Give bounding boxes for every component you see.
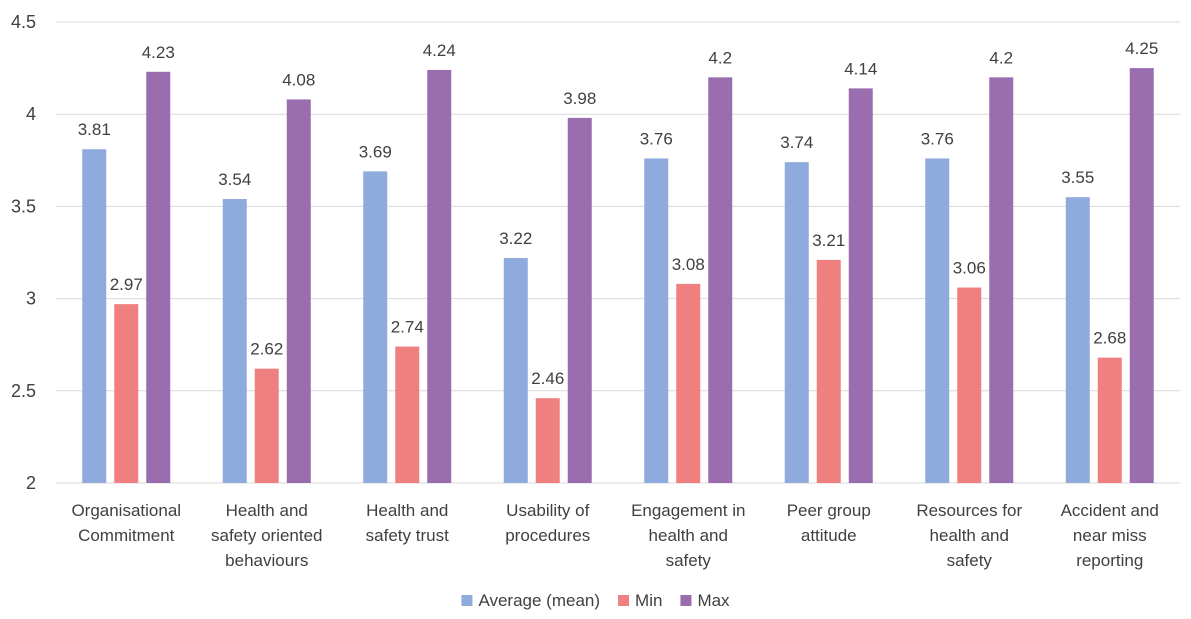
bars — [82, 68, 1154, 484]
x-tick-label: Usability of — [506, 501, 589, 520]
data-label: 2.46 — [531, 369, 564, 388]
data-label: 4.2 — [708, 48, 732, 67]
legend-label: Average (mean) — [478, 591, 600, 610]
x-tick-label: Accident and — [1061, 501, 1159, 520]
data-label: 3.98 — [563, 89, 596, 108]
bar — [816, 259, 841, 483]
data-label: 3.22 — [499, 229, 532, 248]
data-label: 3.74 — [780, 133, 813, 152]
bar — [286, 99, 311, 483]
x-tick-label: attitude — [801, 526, 857, 545]
bar — [1097, 357, 1122, 483]
x-axis: Organisational Commitment Health and safety… — [71, 501, 1158, 570]
x-tick-label: safety — [666, 551, 712, 570]
x-tick-label: behaviours — [225, 551, 308, 570]
data-label: 3.21 — [812, 231, 845, 250]
data-label: 3.55 — [1061, 168, 1094, 187]
bar — [784, 162, 809, 484]
y-tick-label: 4.5 — [11, 12, 36, 32]
data-label: 3.76 — [921, 129, 954, 148]
x-tick-label: safety — [947, 551, 993, 570]
data-label: 4.2 — [989, 48, 1013, 67]
x-tick-label: Resources for — [916, 501, 1022, 520]
x-tick-label: procedures — [505, 526, 590, 545]
bar — [567, 117, 592, 483]
x-tick-label: safety oriented — [211, 526, 323, 545]
y-tick-label: 3.5 — [11, 196, 36, 216]
y-axis: 2 2.5 3 3.5 4 4.5 — [11, 12, 36, 493]
bar — [254, 368, 279, 483]
data-label: 4.25 — [1125, 39, 1158, 58]
bar — [427, 69, 452, 483]
bar — [363, 171, 388, 483]
bar — [708, 77, 733, 483]
data-label: 3.81 — [78, 120, 111, 139]
x-tick-label: health and — [930, 526, 1009, 545]
data-label: 2.62 — [250, 340, 283, 359]
legend-label: Max — [697, 591, 730, 610]
bar — [1129, 68, 1154, 483]
legend: Average (mean) Min Max — [461, 591, 730, 610]
data-label: 3.06 — [953, 259, 986, 278]
bar — [925, 158, 950, 483]
bar — [957, 287, 982, 483]
x-tick-label: reporting — [1076, 551, 1143, 570]
bar — [676, 283, 701, 483]
y-tick-label: 2 — [26, 473, 36, 493]
legend-item: Min — [618, 591, 662, 610]
data-label: 4.14 — [844, 59, 877, 78]
x-tick-label: health and — [649, 526, 728, 545]
legend-label: Min — [635, 591, 662, 610]
bar — [222, 199, 247, 484]
bar — [146, 71, 171, 484]
data-label: 4.23 — [142, 43, 175, 62]
legend-item: Max — [680, 591, 730, 610]
bar — [535, 398, 560, 483]
legend-swatch — [461, 595, 473, 606]
x-tick-label: Health and — [226, 501, 308, 520]
y-tick-label: 3 — [26, 289, 36, 309]
bar — [989, 77, 1014, 483]
bar — [114, 304, 139, 483]
data-label: 4.24 — [423, 41, 456, 60]
x-tick-label: Peer group — [787, 501, 871, 520]
bar — [82, 149, 107, 483]
data-label: 3.76 — [640, 129, 673, 148]
x-tick-label: Organisational — [71, 501, 181, 520]
data-label: 3.54 — [218, 170, 251, 189]
bar — [1065, 197, 1090, 483]
y-tick-label: 2.5 — [11, 381, 36, 401]
legend-item: Average (mean) — [461, 591, 600, 610]
bar — [395, 346, 420, 483]
bar — [848, 88, 873, 483]
data-label: 2.68 — [1093, 329, 1126, 348]
legend-swatch — [618, 595, 630, 606]
x-tick-label: Engagement in — [631, 501, 745, 520]
legend-swatch — [680, 595, 692, 606]
data-labels: 3.81 2.97 4.23 3.54 2.62 4.08 3.69 2.74 4.24 3.22… — [78, 39, 1159, 388]
data-label: 3.08 — [672, 255, 705, 274]
x-tick-label: near miss — [1073, 526, 1147, 545]
y-tick-label: 4 — [26, 104, 36, 124]
data-label: 4.08 — [282, 70, 315, 89]
x-tick-label: Commitment — [78, 526, 175, 545]
bar — [644, 158, 669, 483]
bar — [503, 258, 528, 483]
data-label: 2.74 — [391, 318, 424, 337]
data-label: 2.97 — [110, 275, 143, 294]
x-tick-label: safety trust — [366, 526, 449, 545]
x-tick-label: Health and — [366, 501, 448, 520]
data-label: 3.69 — [359, 142, 392, 161]
